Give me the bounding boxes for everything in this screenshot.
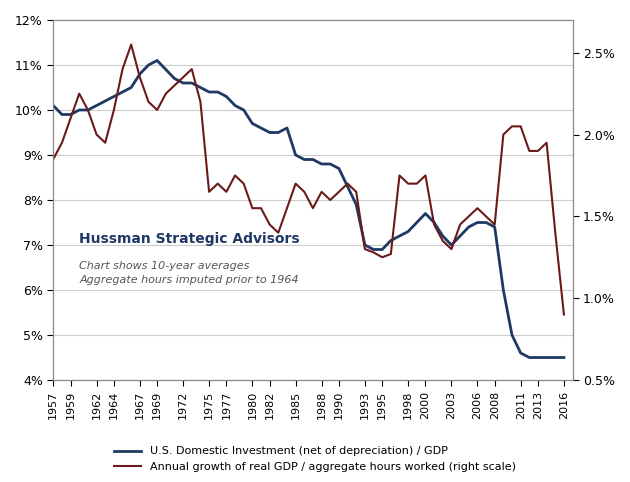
Legend: U.S. Domestic Investment (net of depreciation) / GDP, Annual growth of real GDP : U.S. Domestic Investment (net of depreci… — [109, 442, 521, 476]
Text: Chart shows 10-year averages
Aggregate hours imputed prior to 1964: Chart shows 10-year averages Aggregate h… — [79, 261, 299, 285]
Text: Hussman Strategic Advisors: Hussman Strategic Advisors — [79, 232, 300, 246]
